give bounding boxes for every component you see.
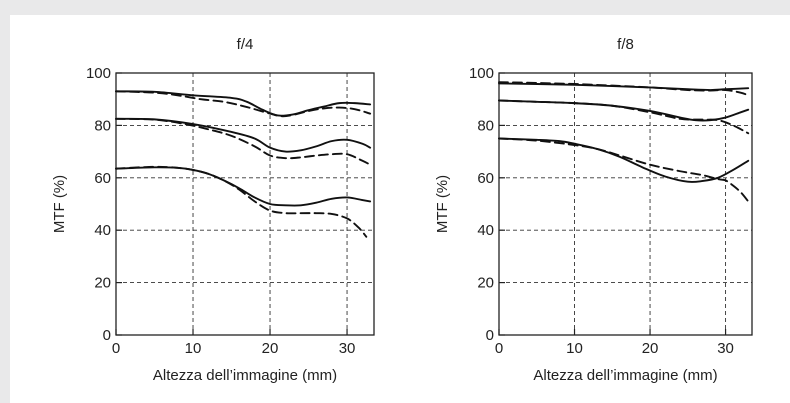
chart-f8: 0 10 20 30 0 20 40 60 80 100 f/8 Altezza dell’immag… bbox=[434, 36, 753, 384]
y-tick-label: 0 bbox=[486, 327, 494, 344]
x-tick-label: 10 bbox=[185, 340, 202, 357]
y-tick-label: 60 bbox=[94, 170, 111, 187]
y-tick-label: 80 bbox=[94, 117, 111, 134]
x-axis-title: Altezza dell’immagine (mm) bbox=[533, 367, 717, 384]
chart-card: 0 10 20 30 0 20 40 60 80 100 f/4 Altezza dell’immag… bbox=[10, 15, 790, 403]
x-tick-label: 0 bbox=[495, 340, 503, 357]
series-line-solid bbox=[498, 137, 750, 183]
y-tick-label: 100 bbox=[86, 65, 111, 82]
y-axis-title: MTF (%) bbox=[51, 175, 68, 233]
series-line-dashed bbox=[498, 99, 750, 135]
y-axis-title: MTF (%) bbox=[434, 175, 451, 233]
series-line-solid bbox=[498, 99, 750, 122]
series-line-dashed bbox=[115, 165, 368, 238]
series-line-dashed bbox=[498, 81, 750, 97]
y-tick-label: 60 bbox=[477, 170, 494, 187]
series-line-dashed bbox=[115, 117, 372, 166]
plot-frame bbox=[115, 72, 375, 336]
chart-title-f8: f/8 bbox=[617, 36, 634, 53]
x-tick-label: 20 bbox=[262, 340, 279, 357]
y-tick-label: 0 bbox=[103, 327, 111, 344]
x-axis-title: Altezza dell’immagine (mm) bbox=[153, 367, 337, 384]
series-line-dashed bbox=[498, 137, 750, 203]
plot-frame bbox=[498, 72, 753, 336]
y-tick-label: 80 bbox=[477, 117, 494, 134]
series-line-solid bbox=[115, 166, 372, 207]
y-tick-label: 40 bbox=[477, 222, 494, 239]
y-tick-label: 20 bbox=[477, 275, 494, 292]
chart-title-f4: f/4 bbox=[237, 36, 254, 53]
x-tick-label: 20 bbox=[642, 340, 659, 357]
x-tick-label: 10 bbox=[566, 340, 583, 357]
y-tick-label: 100 bbox=[469, 65, 494, 82]
y-tick-label: 40 bbox=[94, 222, 111, 239]
series-line-solid bbox=[115, 117, 372, 153]
x-tick-label: 0 bbox=[112, 340, 120, 357]
series-line-solid bbox=[115, 90, 372, 117]
series-line-solid bbox=[498, 82, 750, 91]
x-tick-label: 30 bbox=[339, 340, 356, 357]
chart-f4: 0 10 20 30 0 20 40 60 80 100 f/4 Altezza dell’immag… bbox=[51, 36, 375, 384]
y-tick-label: 20 bbox=[94, 275, 111, 292]
x-tick-label: 30 bbox=[717, 340, 734, 357]
series-line-dashed bbox=[115, 90, 372, 118]
